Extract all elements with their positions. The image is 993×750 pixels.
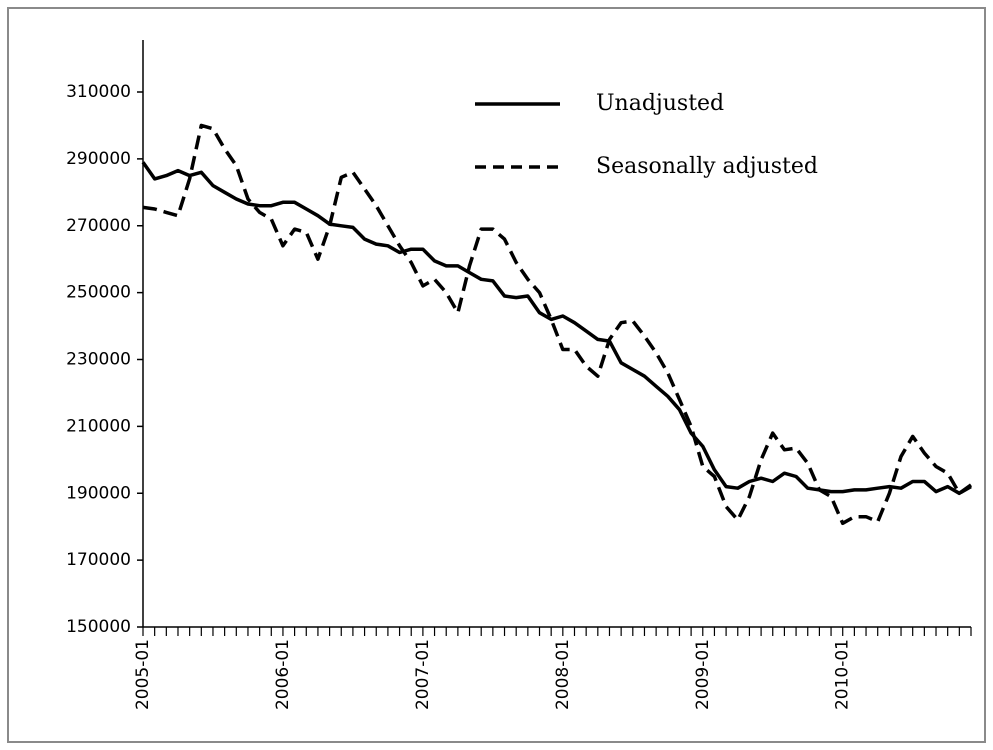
x-tick-label: 2006-01 bbox=[273, 639, 293, 710]
y-tick-label: 230000 bbox=[66, 350, 131, 370]
x-tick-label: 2010-01 bbox=[833, 639, 853, 710]
y-tick-label: 170000 bbox=[66, 550, 131, 570]
legend-label: Seasonally adjusted bbox=[596, 154, 818, 179]
series-line bbox=[141, 161, 973, 496]
series-line bbox=[142, 123, 972, 526]
y-tick-label: 210000 bbox=[66, 416, 131, 436]
y-tick-label: 270000 bbox=[66, 216, 131, 236]
y-tick-label: 190000 bbox=[66, 483, 131, 503]
frame bbox=[7, 7, 986, 743]
y-tick-label: 290000 bbox=[66, 149, 131, 169]
y-tick-label: 250000 bbox=[66, 283, 131, 303]
x-tick-label: 2009-01 bbox=[693, 639, 713, 710]
y-tick-label: 310000 bbox=[66, 82, 131, 102]
y-tick-label: 150000 bbox=[66, 617, 131, 637]
x-tick-label: 2007-01 bbox=[413, 639, 433, 710]
x-tick-label: 2008-01 bbox=[553, 639, 573, 710]
x-tick-label: 2005-01 bbox=[133, 639, 153, 710]
legend-label: Unadjusted bbox=[596, 91, 724, 116]
